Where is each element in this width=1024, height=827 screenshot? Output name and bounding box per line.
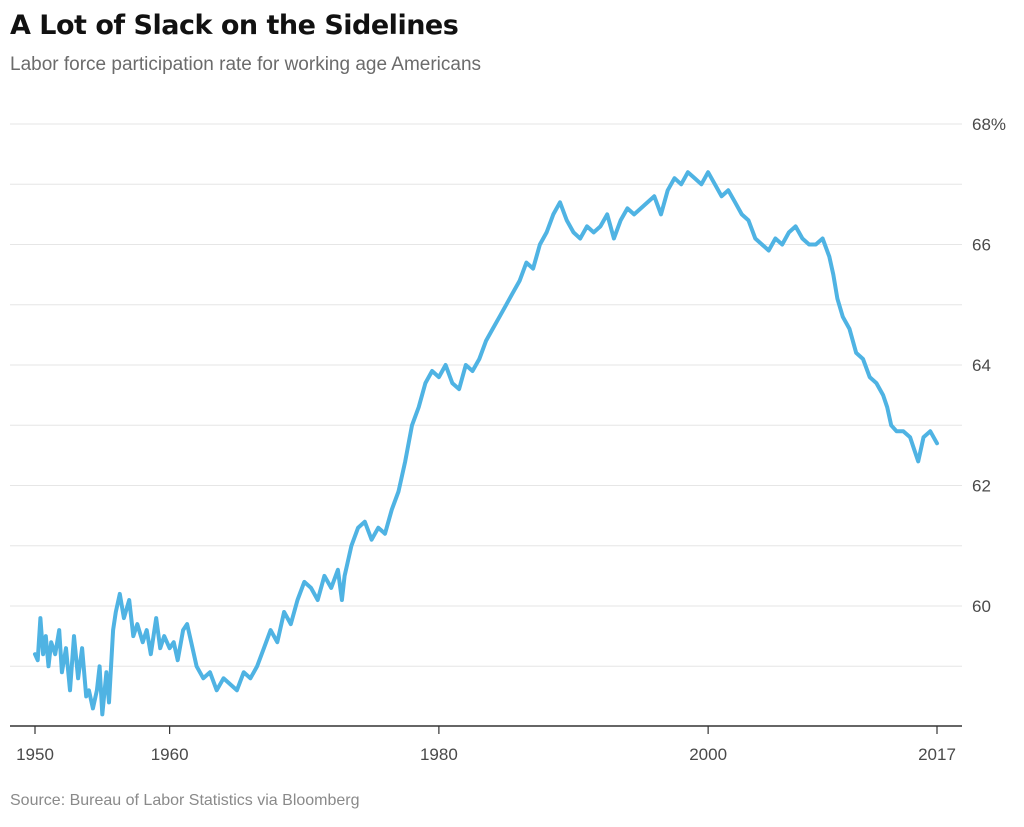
y-tick-label: 66 <box>972 236 991 255</box>
chart-title: A Lot of Slack on the Sidelines <box>10 10 459 41</box>
x-axis-ticks: 1950 1960 1980 2000 2017 <box>16 726 956 764</box>
gridlines <box>10 123 962 667</box>
chart-subtitle: Labor force participation rate for worki… <box>10 54 482 75</box>
x-tick-label: 2000 <box>689 745 727 764</box>
y-tick-label: 64 <box>972 356 991 375</box>
line-chart: 1950 1960 1980 2000 2017 68% 66 64 62 60 <box>10 115 1006 764</box>
source-note: Source: Bureau of Labor Statistics via B… <box>10 792 360 809</box>
series-line <box>33 170 939 717</box>
y-axis-ticks: 68% 66 64 62 60 <box>972 115 1006 616</box>
x-tick-label: 1950 <box>16 745 54 764</box>
x-tick-label: 1980 <box>420 745 458 764</box>
x-tick-label: 2017 <box>918 745 956 764</box>
x-tick-label: 1960 <box>151 745 189 764</box>
y-tick-label: 62 <box>972 477 991 496</box>
y-tick-label: 60 <box>972 597 991 616</box>
y-tick-label: 68% <box>972 115 1006 134</box>
